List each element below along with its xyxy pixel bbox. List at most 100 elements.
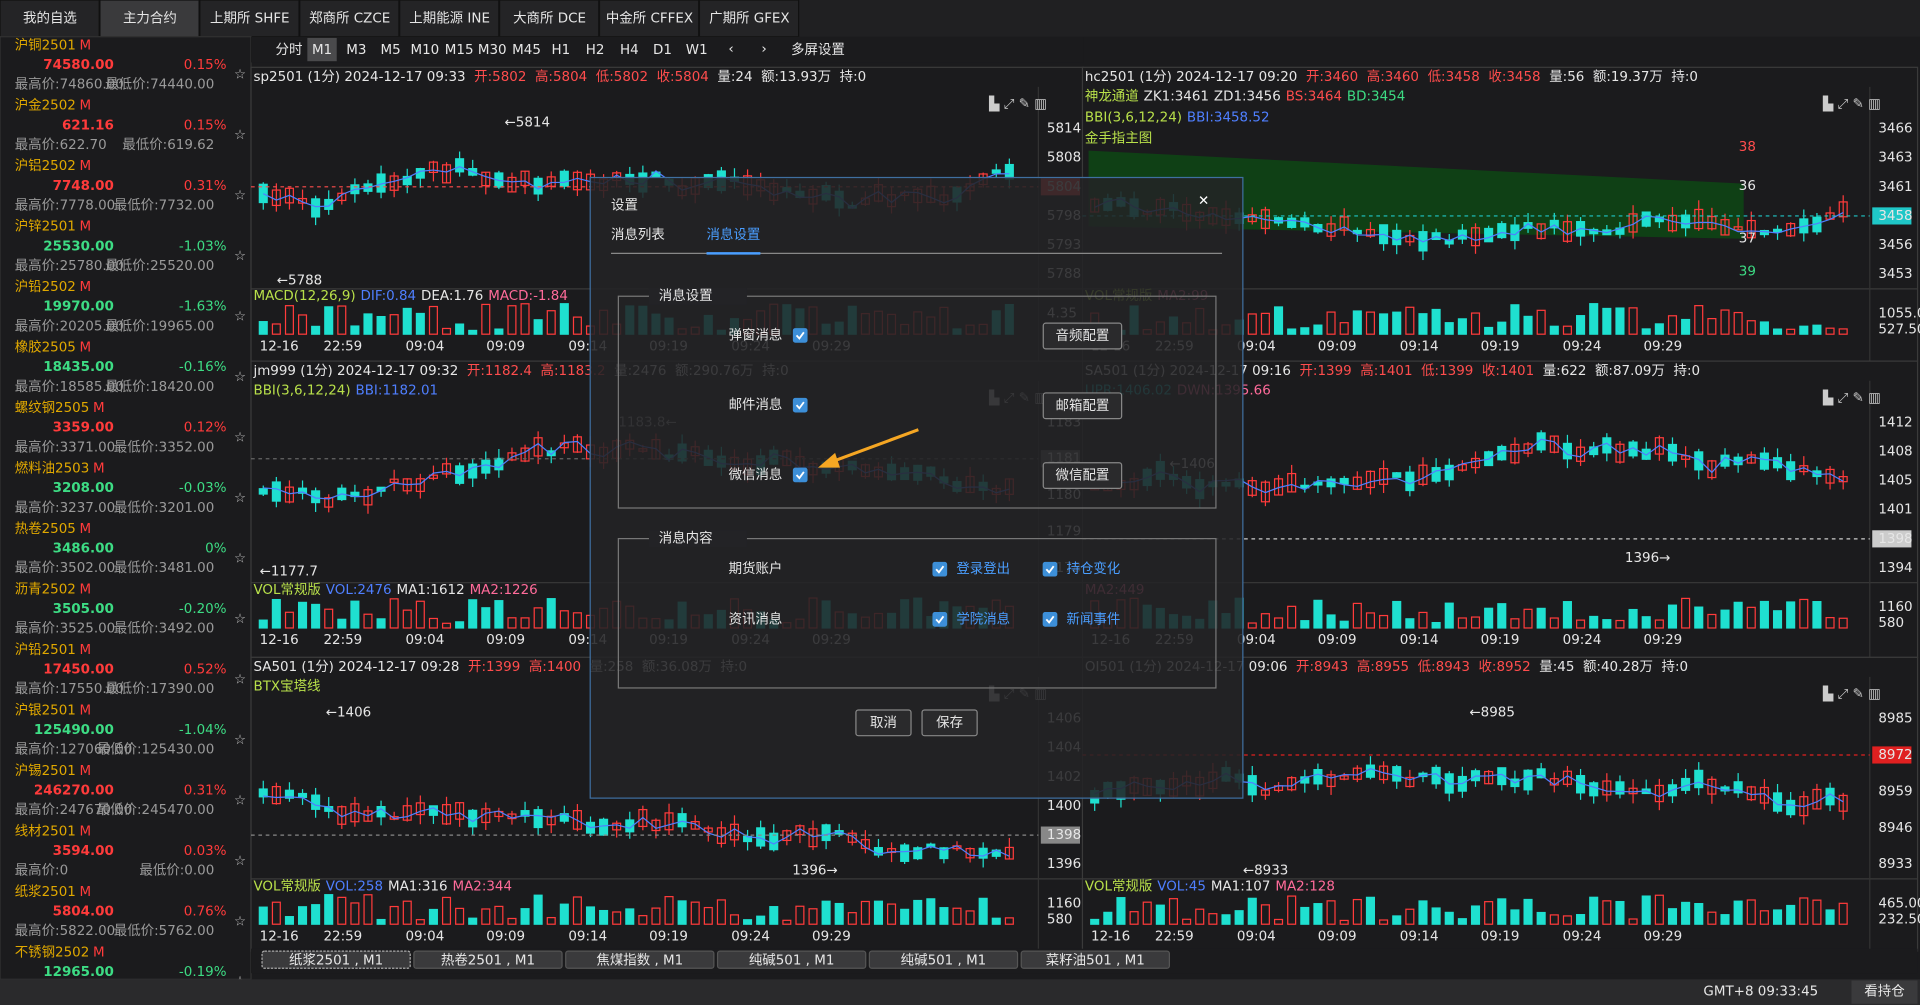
checkbox[interactable] [792,328,808,343]
config-button[interactable] [1042,392,1123,420]
checkbox[interactable] [792,397,808,413]
bottom-tab-label[interactable]: 热卷2501 , M1 [441,952,535,968]
candle-body [1497,767,1507,786]
star-icon[interactable]: ☆ [234,612,246,627]
time-label: 09:14 [568,929,607,944]
dialog-tab[interactable]: 消息列表 [611,226,665,243]
period[interactable]: M3 [346,43,366,58]
star-icon[interactable]: ☆ [234,733,246,748]
top-tab-label[interactable]: 上期所 SHFE [210,10,290,26]
star-icon[interactable]: ☆ [234,431,246,446]
period[interactable]: M1 [312,43,332,58]
config-button[interactable] [1042,462,1123,490]
dialog-close[interactable]: ✕ [1198,194,1209,209]
dialog-button-label[interactable]: 取消 [870,715,897,731]
top-tab[interactable] [0,0,100,38]
star-icon[interactable]: ☆ [234,854,246,869]
checkbox[interactable] [932,612,948,627]
bottom-tab[interactable] [868,950,1019,969]
content-option[interactable]: 持仓变化 [1067,561,1121,577]
volume-bar [258,619,268,629]
bottom-tab-label[interactable]: 纯碱501 , M1 [901,952,987,968]
config-button[interactable] [1042,322,1123,350]
prev-arrow[interactable]: ‹ [728,42,733,57]
period[interactable]: M10 [411,43,440,58]
top-tab[interactable] [698,0,800,38]
dialog-button-label[interactable]: 保存 [936,715,963,731]
top-tab-label[interactable]: 我的自选 [23,10,77,26]
top-tab[interactable] [399,0,500,38]
period-bar [251,36,1084,63]
volume-bar [1484,901,1494,925]
config-button-label[interactable]: 微信配置 [1056,468,1110,484]
next-arrow[interactable]: › [761,42,766,57]
checkbox[interactable] [932,561,948,577]
period[interactable]: D1 [653,43,672,58]
volume-bar [494,328,504,335]
time-label: 22:59 [323,633,362,648]
checkbox[interactable] [1042,561,1058,577]
star-icon[interactable]: ☆ [234,491,246,506]
content-option[interactable]: 学院消息 [956,610,1010,627]
star-icon[interactable]: ☆ [234,793,246,808]
positions-label[interactable]: 看持仓 [1864,984,1905,1000]
star-icon[interactable]: ☆ [234,310,246,325]
period[interactable]: M15 [445,43,474,58]
candle-body [1536,768,1546,779]
panel-tools[interactable]: ▙ ⤢ ✎ ▥ [988,95,1047,112]
volume-bar [1720,609,1730,629]
period[interactable]: 分时 [276,42,303,58]
period[interactable]: H4 [620,43,639,58]
main-indicator: BTX宝塔线 [253,679,320,695]
top-tab-label[interactable]: 广期所 GFEX [709,10,790,26]
content-option[interactable]: 登录登出 [956,561,1010,577]
content-option[interactable]: 新闻事件 [1067,611,1121,627]
panel-tools[interactable]: ▙ ⤢ ✎ ▥ [1822,389,1881,406]
star-icon[interactable]: ☆ [234,68,246,83]
top-tab-label[interactable]: 中金所 CFFEX [606,10,693,26]
star-icon[interactable]: ☆ [234,189,246,204]
bottom-tab[interactable] [1020,950,1170,969]
config-button-label[interactable]: 邮箱配置 [1056,398,1110,414]
period[interactable]: H2 [586,43,605,58]
volume-bar [1707,911,1717,925]
bottom-tab[interactable] [716,950,867,969]
top-tab-label[interactable]: 主力合约 [123,10,177,26]
dialog-tab[interactable]: 消息设置 [707,226,761,243]
star-icon[interactable]: ☆ [234,370,246,385]
period[interactable]: H1 [551,43,570,58]
candle-body [1694,208,1704,230]
star-icon[interactable]: ☆ [234,551,246,566]
candle-body [1339,775,1349,780]
bottom-tab-label[interactable]: 焦煤指数 , M1 [596,952,683,968]
main-indicator: BBI:3458.52 [1187,111,1270,126]
volume-bar [337,618,347,629]
bottom-tab[interactable] [261,950,411,969]
bottom-tab-label[interactable]: 纸浆2501 , M1 [289,952,383,968]
time-label: 09:09 [486,929,525,944]
star-icon[interactable]: ☆ [234,672,246,687]
top-tab-label[interactable]: 郑商所 CZCE [309,10,390,26]
dialog-button[interactable] [855,709,912,737]
period[interactable]: M45 [512,43,541,58]
checkbox[interactable] [792,467,808,483]
star-icon[interactable]: ☆ [234,128,246,143]
period[interactable]: M5 [381,43,401,58]
period[interactable]: W1 [686,43,708,58]
top-tab-label[interactable]: 大商所 DCE [513,10,586,26]
bottom-tab-label[interactable]: 菜籽油501 , M1 [1046,952,1145,968]
top-tab-label[interactable]: 上期能源 INE [409,10,490,26]
multi-screen[interactable]: 多屏设置 [791,41,845,58]
period[interactable]: M30 [478,43,507,58]
panel-tools[interactable]: ▙ ⤢ ✎ ▥ [1822,685,1881,702]
star-icon[interactable]: ☆ [234,249,246,264]
config-button-label[interactable]: 音频配置 [1056,327,1110,344]
star-icon[interactable]: ☆ [234,914,246,929]
checkbox[interactable] [1042,612,1058,627]
panel-tools[interactable]: ▙ ⤢ ✎ ▥ [1822,95,1881,112]
dialog-button[interactable] [921,709,978,737]
bottom-tab[interactable] [565,950,715,969]
bottom-tab[interactable] [413,950,563,969]
positions-button[interactable] [1851,980,1918,1004]
bottom-tab-label[interactable]: 纯碱501 , M1 [749,952,835,968]
